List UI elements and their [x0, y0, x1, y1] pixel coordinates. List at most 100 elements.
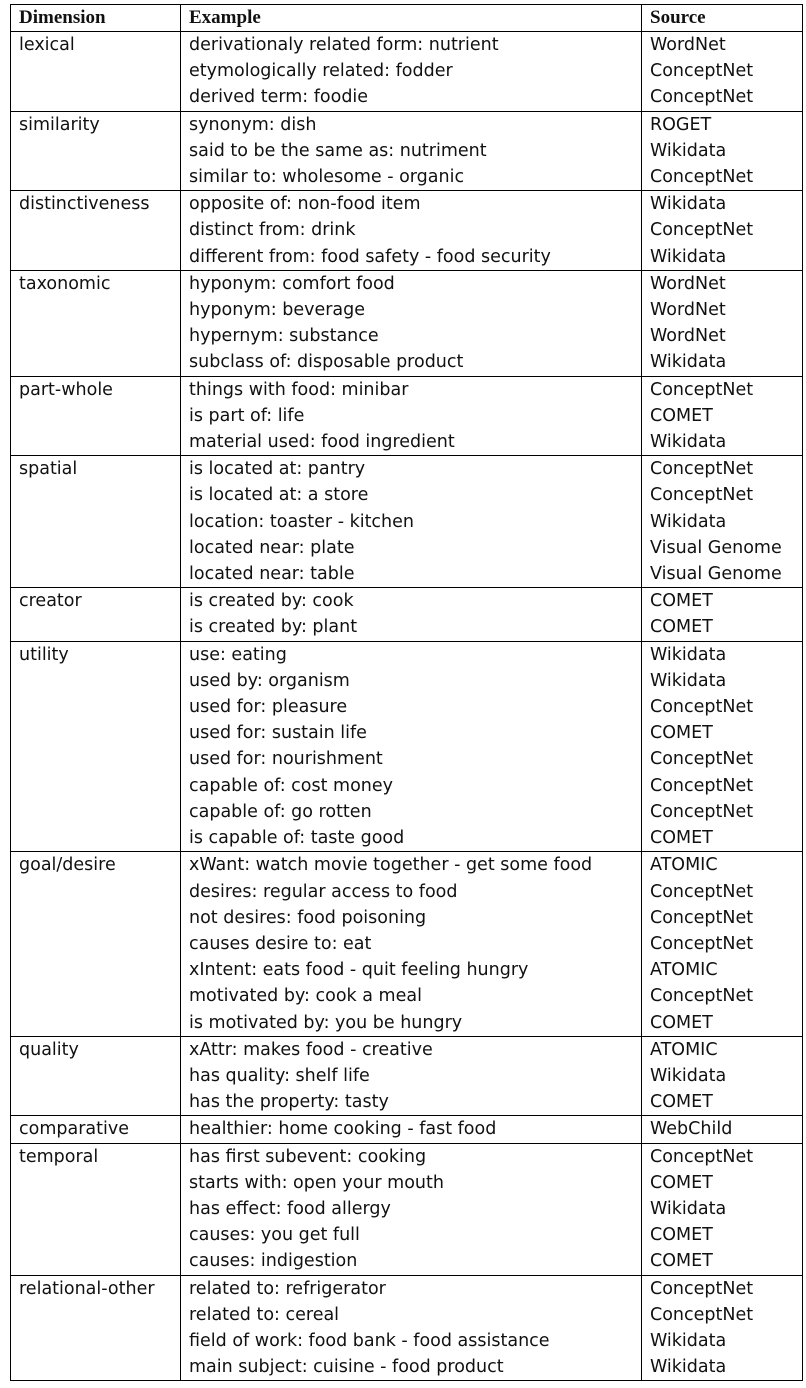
example-cell: synonym: dish — [180, 110, 642, 138]
source-cell: Visual Genome — [641, 561, 803, 588]
table-row: causes: indigestion COMET — [10, 1248, 803, 1276]
example-cell: is located at: pantry — [180, 455, 642, 483]
example-cell: has first subevent: cooking — [180, 1142, 642, 1170]
example-cell: xAttr: makes food - creative — [180, 1035, 642, 1063]
table-row: similar to: wholesome - organic ConceptNe… — [10, 164, 803, 191]
dimension-cell: goal/desire — [10, 851, 181, 879]
table-row: hypernym: substance WordNet — [10, 323, 803, 350]
table-row: is located at: a store ConceptNet — [10, 482, 803, 509]
table-row: used for: nourishment ConceptNet — [10, 746, 803, 773]
header-row: Dimension Example Source — [10, 4, 803, 32]
example-cell: is created by: cook — [180, 587, 642, 615]
example-cell: causes: you get full — [180, 1222, 642, 1249]
example-cell: has the property: tasty — [180, 1089, 642, 1116]
source-cell: ATOMIC — [641, 851, 803, 879]
source-cell: ConceptNet — [641, 1274, 803, 1302]
table-row: location: toaster - kitchen Wikidata — [10, 508, 803, 535]
dimension-cell — [10, 798, 181, 826]
dimension-cell — [10, 482, 181, 509]
source-cell: ConceptNet — [641, 983, 803, 1010]
source-cell: WordNet — [641, 323, 803, 350]
source-cell: ConceptNet — [641, 904, 803, 931]
source-cell: Wikidata — [641, 190, 803, 218]
example-cell: xIntent: eats food - quit feeling hungry — [180, 957, 642, 984]
source-cell: ConceptNet — [641, 455, 803, 483]
dimension-cell — [10, 84, 181, 112]
source-cell: ATOMIC — [641, 1035, 803, 1063]
source-cell: WordNet — [641, 269, 803, 298]
source-cell: COMET — [641, 402, 803, 430]
dimension-cell — [10, 1222, 181, 1249]
dimension-cell — [10, 1169, 181, 1196]
source-cell: ConceptNet — [641, 217, 803, 244]
dimension-cell — [10, 720, 181, 747]
table-row: etymologically related: fodder ConceptNet — [10, 58, 803, 85]
table-row: lexical derivationaly related form: nutri… — [10, 31, 803, 59]
example-cell: related to: cereal — [180, 1301, 642, 1328]
source-cell: ATOMIC — [641, 957, 803, 984]
example-cell: hyponym: beverage — [180, 297, 642, 324]
example-cell: is part of: life — [180, 402, 642, 430]
dimension-cell — [10, 694, 181, 721]
dimension-cell — [10, 983, 181, 1010]
table-row: quality xAttr: makes food - creative ATOMI… — [10, 1035, 803, 1063]
source-cell: Wikidata — [641, 640, 803, 668]
table-row: used for: pleasure ConceptNet — [10, 694, 803, 721]
table-row: derived term: foodie ConceptNet — [10, 84, 803, 112]
table-row: main subject: cuisine - food product Wiki… — [10, 1354, 803, 1382]
dimension-cell — [10, 904, 181, 931]
dimension-cell: distinctiveness — [10, 190, 181, 218]
dimension-cell — [10, 1327, 181, 1355]
example-cell: things with food: minibar — [180, 375, 642, 403]
table-row: utility use: eating Wikidata — [10, 640, 803, 668]
source-cell: COMET — [641, 587, 803, 615]
dimension-cell — [10, 297, 181, 324]
dimension-cell — [10, 508, 181, 535]
source-cell: COMET — [641, 614, 803, 642]
example-cell: different from: food safety - food secur… — [180, 243, 642, 271]
example-cell: has quality: shelf life — [180, 1062, 642, 1090]
example-cell: related to: refrigerator — [180, 1274, 642, 1302]
dimension-cell: part-whole — [10, 375, 181, 403]
table-container: Dimension Example Source lexical derivati… — [10, 4, 803, 1382]
table-row: is part of: life COMET — [10, 402, 803, 430]
table-row: related to: cereal ConceptNet — [10, 1301, 803, 1328]
dimension-cell — [10, 1248, 181, 1276]
example-cell: field of work: food bank - food assistan… — [180, 1327, 642, 1355]
dimension-cell: comparative — [10, 1115, 181, 1144]
dimension-cell — [10, 429, 181, 456]
source-cell: COMET — [641, 1009, 803, 1037]
table-row: taxonomic hyponym: comfort food WordNet — [10, 269, 803, 298]
source-cell: ConceptNet — [641, 930, 803, 958]
example-cell: causes: indigestion — [180, 1248, 642, 1276]
table-body: lexical derivationaly related form: nutri… — [10, 31, 803, 1382]
example-cell: hypernym: substance — [180, 323, 642, 350]
table-row: used for: sustain life COMET — [10, 720, 803, 747]
source-cell: ConceptNet — [641, 58, 803, 85]
source-cell: ConceptNet — [641, 772, 803, 799]
table-row: goal/desire xWant: watch movie together -… — [10, 851, 803, 879]
example-cell: motivated by: cook a meal — [180, 983, 642, 1010]
source-cell: Wikidata — [641, 243, 803, 271]
dimension-cell — [10, 1062, 181, 1090]
dimension-cell — [10, 58, 181, 85]
example-cell: main subject: cuisine - food product — [180, 1354, 642, 1382]
example-cell: location: toaster - kitchen — [180, 508, 642, 535]
example-cell: material used: food ingredient — [180, 429, 642, 456]
example-cell: is created by: plant — [180, 614, 642, 642]
example-cell: used for: nourishment — [180, 746, 642, 773]
dimension-cell — [10, 772, 181, 799]
example-cell: used for: pleasure — [180, 694, 642, 721]
example-cell: causes desire to: eat — [180, 930, 642, 958]
source-cell: ConceptNet — [641, 1142, 803, 1170]
dimension-cell — [10, 930, 181, 958]
source-cell: ConceptNet — [641, 482, 803, 509]
table-row: xIntent: eats food - quit feeling hungry… — [10, 957, 803, 984]
source-cell: WordNet — [641, 297, 803, 324]
example-cell: starts with: open your mouth — [180, 1169, 642, 1196]
example-cell: is located at: a store — [180, 482, 642, 509]
source-cell: ConceptNet — [641, 746, 803, 773]
header-dimension: Dimension — [10, 4, 181, 32]
source-cell: WebChild — [641, 1115, 803, 1144]
dimension-cell — [10, 878, 181, 905]
